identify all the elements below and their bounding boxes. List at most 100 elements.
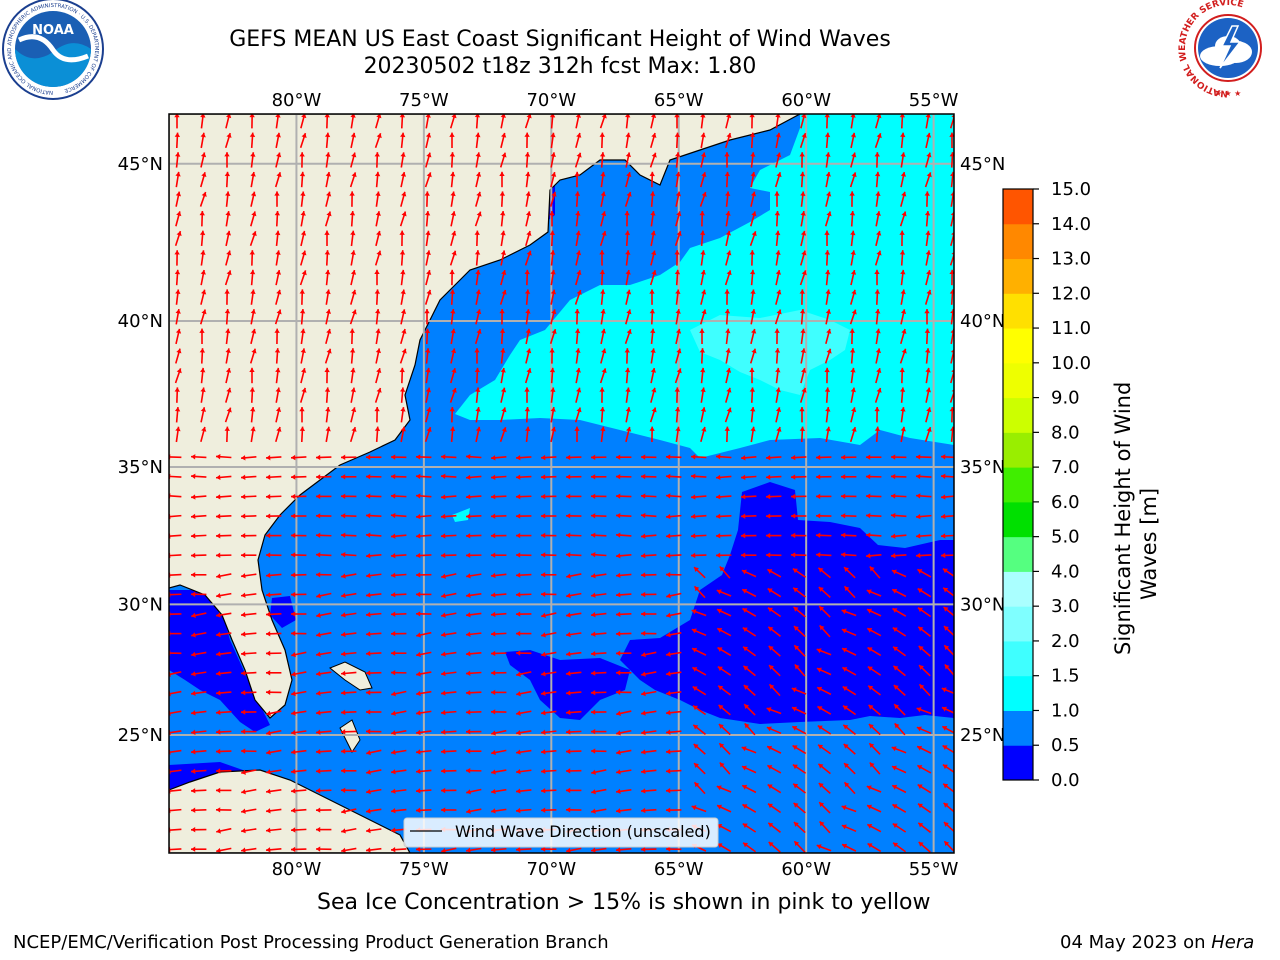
wind-wave-arrowhead — [801, 387, 807, 393]
wind-wave-arrowhead — [201, 426, 207, 432]
wind-wave-arrowhead — [716, 513, 721, 520]
land-bahamas-andros — [329, 661, 373, 691]
wind-wave-arrowhead — [591, 847, 596, 853]
colorbar-label-line2: Waves [m] — [1137, 488, 1161, 600]
wind-wave-arrowhead — [391, 650, 396, 656]
wind-wave-arrowhead — [375, 348, 382, 354]
wind-wave-arrowhead — [943, 802, 949, 808]
lon-tick-label-top: 60°W — [781, 90, 831, 111]
wind-wave-arrowhead — [666, 513, 671, 520]
org-footer: NCEP/EMC/Verification Post Processing Pr… — [13, 932, 609, 953]
wind-wave-arrowhead — [943, 606, 949, 612]
wind-wave-arrowhead — [925, 250, 931, 256]
wind-wave-arrowhead — [866, 785, 872, 791]
wind-wave-arrowhead — [616, 650, 621, 656]
wind-wave-arrowhead — [451, 368, 457, 374]
wind-wave-arrowhead — [291, 630, 296, 637]
wind-wave-arrowhead — [466, 690, 471, 696]
wind-wave-arrowhead — [426, 289, 432, 295]
wind-wave-arrowhead — [191, 572, 196, 578]
wind-wave-arrowhead — [426, 407, 432, 413]
wind-wave-arrowhead — [416, 710, 421, 716]
wind-wave-arrowhead — [892, 608, 898, 613]
wind-wave-arrowhead — [891, 512, 896, 519]
wind-wave-arrowhead — [251, 211, 257, 217]
wind-wave-arrowhead — [224, 309, 231, 314]
wind-wave-arrowhead — [726, 270, 732, 276]
wind-wave-arrowhead — [274, 211, 281, 216]
wind-wave-arrowhead — [524, 387, 530, 392]
wind-wave-arrowhead — [767, 607, 773, 613]
wind-wave-arrowhead — [541, 749, 546, 755]
wind-wave-arrowhead — [591, 513, 596, 519]
wind-wave-arrowhead — [942, 745, 948, 751]
wind-wave-arrowhead — [717, 843, 723, 849]
wind-wave-arrowhead — [449, 269, 455, 275]
wind-wave-arrowhead — [449, 407, 455, 412]
wind-wave-arrowhead — [241, 769, 246, 775]
wind-wave-arrowhead — [666, 473, 671, 480]
wind-wave-arrowhead — [500, 211, 506, 216]
wind-wave-arrowhead — [691, 494, 696, 500]
wind-wave-arrowhead — [891, 765, 897, 771]
wind-wave-arrowhead — [549, 230, 556, 235]
wind-wave-arrowhead — [316, 768, 321, 774]
wind-wave-arrowhead — [799, 426, 806, 431]
wind-wave-arrowhead — [775, 387, 781, 393]
wind-wave-arrowhead — [794, 664, 800, 670]
wind-wave-arrowhead — [666, 454, 671, 460]
wind-wave-arrowhead — [466, 729, 471, 735]
wind-wave-arrowhead — [176, 211, 182, 217]
wind-wave-arrowhead — [250, 426, 256, 432]
wind-wave-arrowhead — [750, 191, 757, 197]
wind-wave-arrowhead — [851, 309, 857, 315]
wind-wave-arrowhead — [742, 804, 748, 809]
wind-wave-arrowhead — [351, 152, 357, 158]
wind-wave-arrowhead — [925, 230, 931, 236]
wind-wave-arrowhead — [249, 132, 256, 138]
wind-wave-arrowhead — [316, 729, 321, 735]
wind-wave-arrowhead — [942, 568, 948, 574]
wind-wave-arrowhead — [819, 821, 825, 827]
wind-wave-arrowhead — [692, 667, 698, 672]
wind-wave-arrowhead — [816, 493, 821, 500]
wind-wave-arrowhead — [891, 493, 896, 499]
wind-wave-arrowhead — [441, 768, 446, 774]
wind-wave-arrowhead — [391, 533, 396, 539]
wind-wave-arrowhead — [800, 230, 807, 236]
map-legend: Wind Wave Direction (unscaled) — [403, 817, 719, 848]
wind-wave-arrowhead — [341, 828, 346, 834]
wind-wave-arrowhead — [892, 784, 898, 790]
wind-wave-arrowhead — [401, 329, 407, 334]
wind-wave-arrowhead — [841, 552, 846, 558]
lon-tick-label-top: 65°W — [654, 90, 704, 111]
wind-wave-arrowhead — [216, 748, 221, 755]
wind-wave-arrowhead — [624, 230, 631, 236]
wind-wave-arrowhead — [324, 367, 330, 373]
wind-wave-arrowhead — [576, 387, 582, 393]
wind-wave-arrowhead — [291, 532, 296, 539]
wind-wave-arrowhead — [566, 493, 571, 500]
wind-wave-arrowhead — [416, 749, 421, 755]
wind-wave-arrowhead — [341, 454, 346, 460]
wind-wave-arrowhead — [225, 348, 231, 353]
wind-wave-arrowhead — [301, 133, 307, 138]
wind-wave-arrowhead — [575, 348, 581, 353]
wind-wave-arrowhead — [941, 513, 946, 520]
wind-wave-arrowhead — [549, 114, 556, 118]
wind-wave-arrowhead — [216, 651, 221, 657]
wind-wave-arrowhead — [792, 764, 798, 770]
wind-wave-arrowhead — [900, 152, 906, 157]
wind-wave-arrowhead — [749, 132, 756, 138]
wind-wave-arrowhead — [541, 454, 546, 461]
wind-wave-arrowhead — [301, 270, 307, 276]
wind-wave-arrowhead — [475, 407, 481, 412]
wind-wave-arrowhead — [191, 729, 196, 735]
wind-wave-arrowhead — [874, 289, 881, 294]
wind-wave-arrowhead — [391, 473, 396, 480]
wind-wave-arrowhead — [916, 726, 922, 732]
graticule — [169, 114, 954, 853]
wind-wave-arrowhead — [399, 114, 406, 118]
wind-wave-arrow — [949, 252, 954, 266]
wind-wave-arrowhead — [616, 670, 621, 676]
